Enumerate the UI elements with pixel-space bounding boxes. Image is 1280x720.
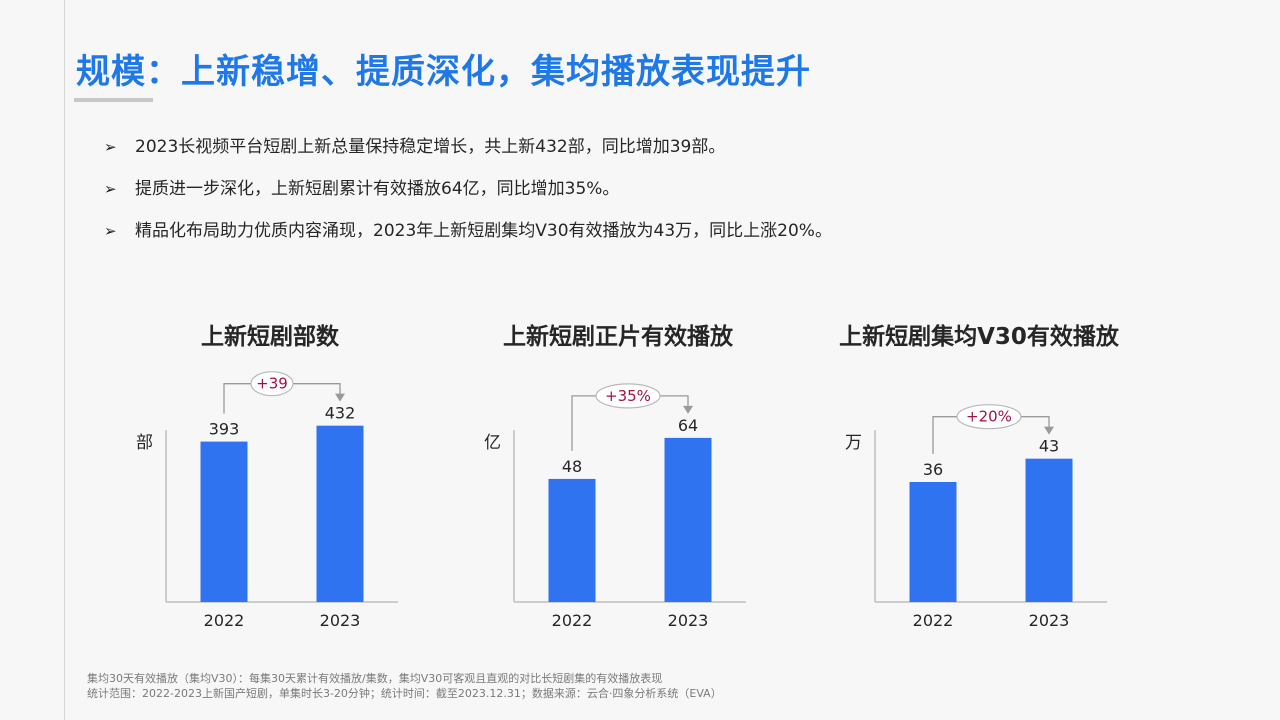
change-badge-label: +20% (966, 408, 1012, 426)
bar-2022 (200, 441, 248, 602)
footnote-line: 统计范围：2022-2023上新国产短剧，单集时长3-20分钟；统计时间：截至2… (87, 687, 722, 700)
bar-2023 (1025, 458, 1073, 602)
bar-2022 (548, 478, 596, 602)
chart-new-series-count: 上新短剧部数部 393 2022 432 2023 +39 (120, 310, 460, 640)
data-label-2022: 48 (562, 457, 582, 476)
arrow-bullet-icon: ➢ (104, 180, 117, 198)
chart-title: 上新短剧集均V30有效播放 (839, 323, 1120, 350)
change-badge-label: +35% (605, 387, 651, 405)
chart-feature-effective-plays: 上新短剧正片有效播放亿 48 2022 64 2023 +35% (468, 310, 808, 640)
chart-title: 上新短剧部数 (201, 323, 340, 350)
x-tick-label-2023: 2023 (1029, 611, 1070, 630)
data-label-2023: 43 (1039, 437, 1059, 456)
data-label-2023: 432 (325, 404, 356, 423)
bar-2023 (664, 437, 712, 602)
change-badge (956, 404, 1022, 430)
footnote: 集均30天有效播放（集均V30）：每集30天累计有效播放/集数，集均V30可客观… (87, 671, 722, 701)
x-tick-label-2022: 2022 (204, 611, 245, 630)
change-arrowhead-icon (683, 405, 693, 414)
bar-2023 (316, 425, 364, 602)
change-badge-label: +39 (256, 375, 288, 393)
y-axis-unit-label: 部 (136, 433, 153, 453)
title-underline (74, 98, 153, 102)
data-label-2022: 393 (209, 420, 240, 439)
x-tick-label-2022: 2022 (913, 611, 954, 630)
bullet-item: ➢ 精品化布局助力优质内容涌现，2023年上新短剧集均V30有效播放为43万，同… (104, 218, 832, 260)
data-label-2022: 36 (923, 460, 943, 479)
data-label-2023: 64 (678, 416, 698, 435)
change-badge (595, 383, 661, 409)
chart-title: 上新短剧正片有效播放 (503, 323, 734, 350)
bullet-text: 精品化布局助力优质内容涌现，2023年上新短剧集均V30有效播放为43万，同比上… (135, 221, 832, 241)
y-axis-unit-label: 亿 (484, 433, 501, 453)
bar-2022 (909, 482, 957, 602)
x-tick-label-2023: 2023 (320, 611, 361, 630)
change-arrowhead-icon (1044, 426, 1054, 435)
bullet-item: ➢ 提质进一步深化，上新短剧累计有效播放64亿，同比增加35%。 (104, 176, 832, 218)
change-arrowhead-icon (335, 393, 345, 402)
x-tick-label-2022: 2022 (552, 611, 593, 630)
chart-avg-v30-plays: 上新短剧集均V30有效播放万 36 2022 43 2023 +20% (829, 310, 1169, 640)
arrow-bullet-icon: ➢ (104, 222, 117, 240)
bullet-list: ➢ 2023长视频平台短剧上新总量保持稳定增长，共上新432部，同比增加39部。… (104, 134, 832, 260)
bullet-item: ➢ 2023长视频平台短剧上新总量保持稳定增长，共上新432部，同比增加39部。 (104, 134, 832, 176)
change-badge (250, 371, 294, 397)
page-title: 规模：上新稳增、提质深化，集均播放表现提升 (76, 52, 811, 92)
arrow-bullet-icon: ➢ (104, 138, 117, 156)
y-axis-unit-label: 万 (845, 433, 862, 453)
left-divider (64, 0, 65, 720)
bullet-text: 提质进一步深化，上新短剧累计有效播放64亿，同比增加35%。 (135, 179, 620, 199)
x-tick-label-2023: 2023 (668, 611, 709, 630)
bullet-text: 2023长视频平台短剧上新总量保持稳定增长，共上新432部，同比增加39部。 (135, 137, 726, 157)
footnote-line: 集均30天有效播放（集均V30）：每集30天累计有效播放/集数，集均V30可客观… (87, 672, 663, 685)
